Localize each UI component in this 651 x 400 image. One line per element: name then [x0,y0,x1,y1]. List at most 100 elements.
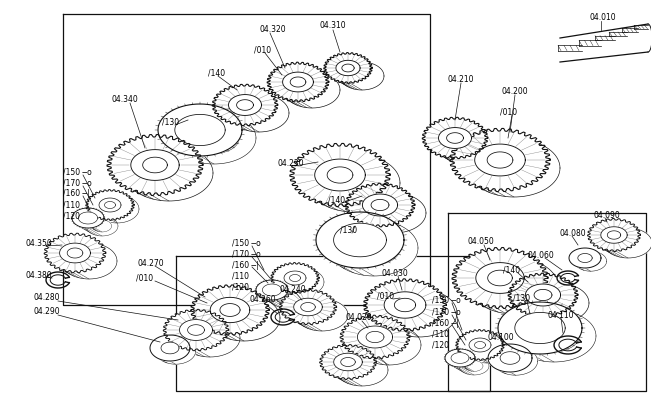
Polygon shape [525,284,561,306]
Polygon shape [604,228,651,258]
Polygon shape [500,352,520,364]
Text: 04.090: 04.090 [593,210,620,220]
Polygon shape [340,358,355,366]
Text: /150 ─o: /150 ─o [232,238,261,248]
Text: /120: /120 [232,282,249,292]
Polygon shape [342,64,354,72]
Polygon shape [327,167,353,183]
Polygon shape [47,235,103,271]
Polygon shape [308,154,400,212]
Text: 04.200: 04.200 [502,88,529,96]
Polygon shape [67,248,83,258]
Text: /110: /110 [432,330,449,338]
Polygon shape [439,128,471,148]
Polygon shape [575,251,607,271]
Polygon shape [488,344,532,372]
Polygon shape [534,290,552,300]
Polygon shape [187,325,204,335]
Polygon shape [189,122,239,154]
Polygon shape [60,243,90,263]
Polygon shape [284,271,306,285]
Polygon shape [290,77,306,87]
Text: 04.080: 04.080 [559,228,586,238]
Polygon shape [363,194,398,216]
Polygon shape [560,25,648,65]
Polygon shape [158,104,242,156]
Text: 04.350: 04.350 [26,238,53,248]
Polygon shape [256,280,288,300]
Polygon shape [512,310,596,362]
Polygon shape [175,114,225,146]
Text: 04.210: 04.210 [448,76,475,84]
Polygon shape [301,302,315,312]
Text: /170 ─o: /170 ─o [232,250,261,258]
Text: /130: /130 [513,294,530,302]
Polygon shape [296,299,348,331]
Polygon shape [590,220,638,250]
Polygon shape [180,319,240,357]
Polygon shape [330,220,418,276]
Text: /170 ─o: /170 ─o [432,308,461,316]
Text: /010: /010 [500,108,517,116]
Polygon shape [294,298,322,316]
Text: 04.290: 04.290 [34,308,61,316]
Polygon shape [470,258,558,314]
Polygon shape [194,287,266,333]
Polygon shape [111,137,199,193]
Polygon shape [166,311,226,349]
Polygon shape [78,212,98,224]
Text: /140: /140 [503,266,520,274]
Polygon shape [131,150,179,180]
Polygon shape [92,220,111,232]
Polygon shape [362,193,426,233]
Polygon shape [445,349,475,367]
Polygon shape [262,284,282,296]
Polygon shape [459,357,489,375]
Polygon shape [525,283,589,323]
Polygon shape [99,198,121,212]
Text: 04.020: 04.020 [345,314,372,322]
Polygon shape [236,100,253,110]
Text: 04.280: 04.280 [34,294,61,302]
Text: 04.060: 04.060 [528,250,555,260]
Polygon shape [357,325,421,365]
Polygon shape [210,297,250,323]
Polygon shape [294,146,386,204]
Polygon shape [447,133,464,143]
Polygon shape [334,353,363,371]
Polygon shape [316,212,404,268]
Text: /160 ─|: /160 ─| [432,318,459,328]
Text: /120: /120 [432,340,449,350]
Polygon shape [340,62,384,90]
Polygon shape [366,332,384,342]
Polygon shape [72,208,104,228]
Polygon shape [395,298,415,312]
Polygon shape [439,127,499,165]
Polygon shape [125,145,213,201]
Text: 04.240: 04.240 [280,286,307,294]
Polygon shape [476,263,524,293]
Polygon shape [569,248,601,268]
Text: 04.310: 04.310 [320,22,346,30]
Polygon shape [326,54,370,82]
Polygon shape [314,159,365,191]
Text: /150 ─o: /150 ─o [63,168,92,176]
Polygon shape [88,191,132,219]
Text: /110: /110 [232,272,249,280]
Polygon shape [488,270,512,286]
Polygon shape [367,281,443,329]
Text: /010: /010 [254,46,271,54]
Polygon shape [357,326,393,348]
Polygon shape [172,112,256,164]
Polygon shape [215,86,275,124]
Polygon shape [270,64,326,100]
Polygon shape [493,347,538,375]
Text: 04.340: 04.340 [112,96,139,104]
Polygon shape [529,320,579,352]
Text: 04.320: 04.320 [259,26,286,34]
Polygon shape [578,254,592,262]
Polygon shape [515,312,565,344]
Polygon shape [336,60,360,76]
Polygon shape [150,335,190,361]
Polygon shape [456,250,544,306]
